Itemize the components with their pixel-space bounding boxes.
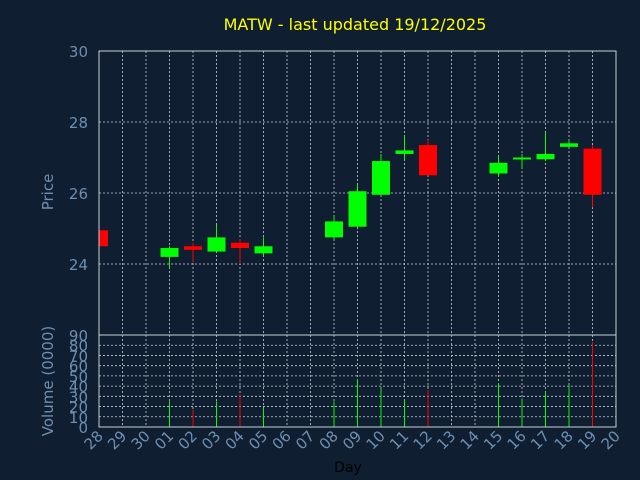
candle-body	[395, 150, 414, 154]
candle-body	[207, 237, 226, 252]
volume-panel-frame	[98, 334, 617, 428]
x-tick-label: 13	[433, 427, 459, 453]
candle-body	[231, 242, 249, 249]
x-tick-label: 16	[504, 427, 530, 453]
candle-body	[419, 145, 437, 176]
x-tick-label: 18	[551, 427, 577, 453]
candle-body	[160, 248, 179, 257]
x-tick-label: 03	[198, 427, 224, 453]
candle-body	[583, 148, 602, 195]
x-tick-labels: 2829300102030405060708091011121314151617…	[81, 427, 624, 453]
volume-tick-label: 10	[69, 409, 88, 427]
x-tick-label: 02	[175, 427, 201, 453]
x-tick-label: 11	[386, 427, 412, 453]
candle-body	[184, 246, 202, 250]
volume-tick-label: 0	[78, 419, 88, 437]
price-tick-label: 30	[69, 43, 88, 61]
x-tick-label: 20	[598, 427, 624, 453]
x-tick-label: 15	[480, 427, 506, 453]
x-tick-label: 06	[269, 427, 295, 453]
volume-tick-label: 40	[69, 378, 88, 396]
x-tick-label: 14	[457, 427, 483, 453]
candle-body	[348, 191, 367, 227]
x-tick-label: 12	[410, 427, 436, 453]
volume-tick-label: 60	[69, 358, 88, 376]
volume-bars	[169, 342, 593, 427]
volume-tick-label: 50	[69, 368, 88, 386]
x-tick-label: 29	[104, 427, 130, 453]
volume-tick-label: 80	[69, 337, 88, 355]
x-axis-label: Day	[334, 460, 362, 476]
x-tick-label: 17	[527, 427, 553, 453]
candle-body	[513, 157, 531, 160]
price-axis-label: Price	[39, 174, 57, 211]
volume-tick-label: 30	[69, 388, 88, 406]
candle-body	[489, 162, 508, 174]
candle-body	[560, 143, 578, 147]
x-tick-label: 30	[128, 427, 154, 453]
price-tick-labels: 24 26 28 30	[69, 43, 88, 274]
candles	[98, 132, 602, 268]
price-tick-label: 24	[69, 256, 88, 274]
volume-axis-label: Volume (0000)	[39, 326, 57, 436]
x-tick-label: 08	[316, 427, 342, 453]
x-tick-label: 04	[222, 427, 248, 453]
volume-tick-label: 20	[69, 399, 88, 417]
candle-body	[536, 153, 555, 160]
price-tick-label: 28	[69, 114, 88, 132]
candle-body	[372, 161, 390, 195]
candle-body	[99, 230, 108, 247]
price-tick-label: 26	[69, 185, 88, 203]
volume-tick-label: 70	[69, 347, 88, 365]
x-tick-label: 01	[151, 427, 177, 453]
x-tick-label: 07	[292, 427, 318, 453]
x-tick-label: 10	[363, 427, 389, 453]
x-tick-label: 19	[574, 427, 600, 453]
x-tick-label: 09	[339, 427, 365, 453]
candle-body	[254, 246, 273, 254]
x-tick-label: 05	[245, 427, 271, 453]
chart-title: MATW - last updated 19/12/2025	[224, 15, 487, 34]
candle-body	[325, 221, 343, 238]
volume-tick-label: 90	[69, 327, 88, 345]
